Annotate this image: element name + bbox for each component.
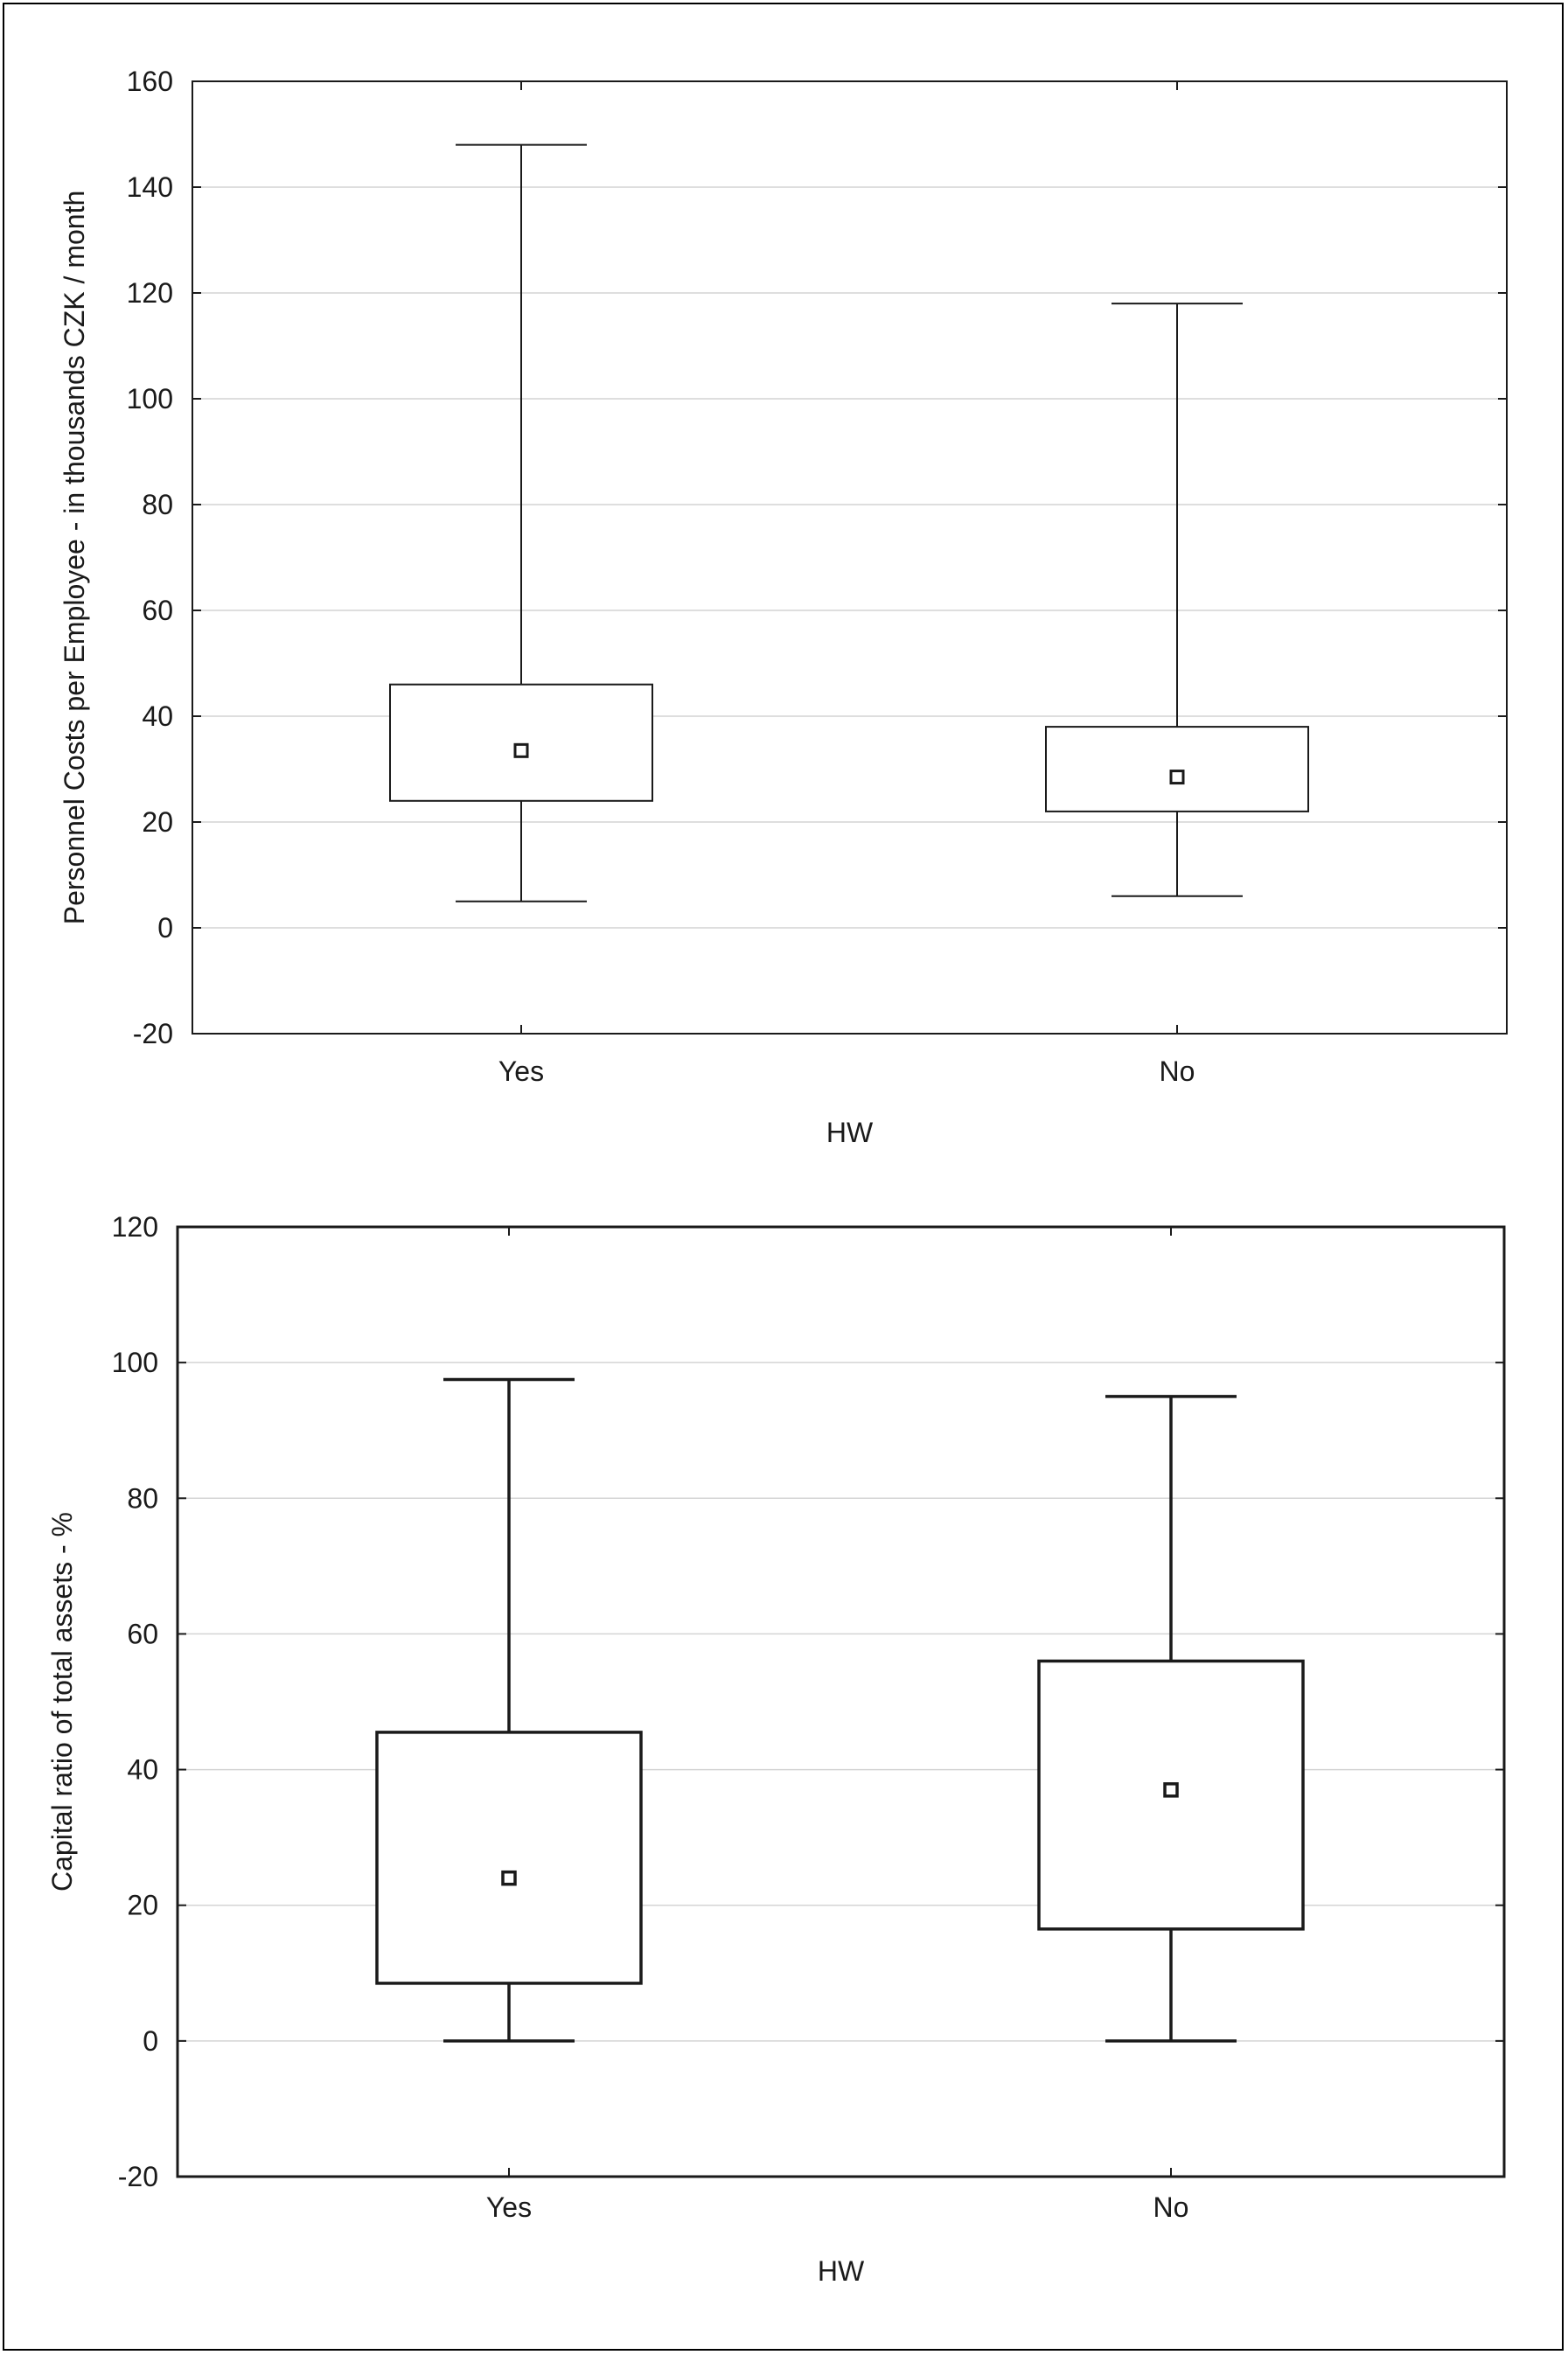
- median-marker: [501, 1870, 517, 1886]
- y-tick-label: 20: [127, 1890, 158, 1921]
- box-no: [1045, 303, 1309, 897]
- x-tick-label: Yes: [498, 1056, 544, 1087]
- plot-frame: [192, 80, 1508, 1035]
- y-axis-title: Capital ratio of total assets - %: [46, 1512, 78, 1892]
- y-tick-label: 80: [142, 489, 173, 520]
- y-tick-label: -20: [133, 1018, 173, 1049]
- y-tick-label: 120: [127, 277, 173, 309]
- box-yes: [375, 1377, 643, 2043]
- x-tick-label: No: [1153, 2191, 1189, 2223]
- iqr-box: [375, 1731, 643, 1985]
- box-yes: [389, 143, 653, 902]
- figure-frame: [3, 3, 1564, 2351]
- y-axis-title: Personnel Costs per Employee - in thousa…: [59, 191, 90, 925]
- y-tick-label: 120: [112, 1211, 158, 1243]
- x-tick-label: No: [1160, 1056, 1195, 1087]
- x-tick-label: Yes: [486, 2191, 532, 2223]
- box-no: [1037, 1395, 1305, 2043]
- y-tick-label: 20: [142, 806, 173, 838]
- y-tick-label: 60: [142, 595, 173, 626]
- y-tick-label: 40: [142, 700, 173, 732]
- median-marker: [1163, 1782, 1179, 1798]
- iqr-box: [1045, 726, 1309, 812]
- y-tick-label: 60: [127, 1618, 158, 1649]
- y-tick-label: 160: [127, 66, 173, 97]
- y-tick-label: 0: [157, 912, 173, 944]
- y-tick-label: 100: [127, 383, 173, 415]
- y-tick-label: 0: [143, 2025, 158, 2057]
- plot-frame: [176, 1225, 1506, 2178]
- y-tick-label: 100: [112, 1347, 158, 1378]
- iqr-box: [389, 683, 653, 802]
- x-axis-title: HW: [826, 1117, 874, 1148]
- y-tick-label: 80: [127, 1482, 158, 1514]
- chart-2: 120 100 80 60 40 20 0 -20 Yes No Capital ratio of …: [46, 1211, 1506, 2287]
- median-marker: [1169, 770, 1185, 785]
- median-marker: [513, 742, 529, 758]
- x-axis-title: HW: [818, 2255, 865, 2287]
- y-tick-label: -20: [118, 2161, 158, 2192]
- y-tick-label: 140: [127, 171, 173, 203]
- y-tick-label: 40: [127, 1754, 158, 1786]
- chart-1: 160 140 120 100 80 60 40 20 0 -20 Yes No Personnel C…: [59, 66, 1508, 1148]
